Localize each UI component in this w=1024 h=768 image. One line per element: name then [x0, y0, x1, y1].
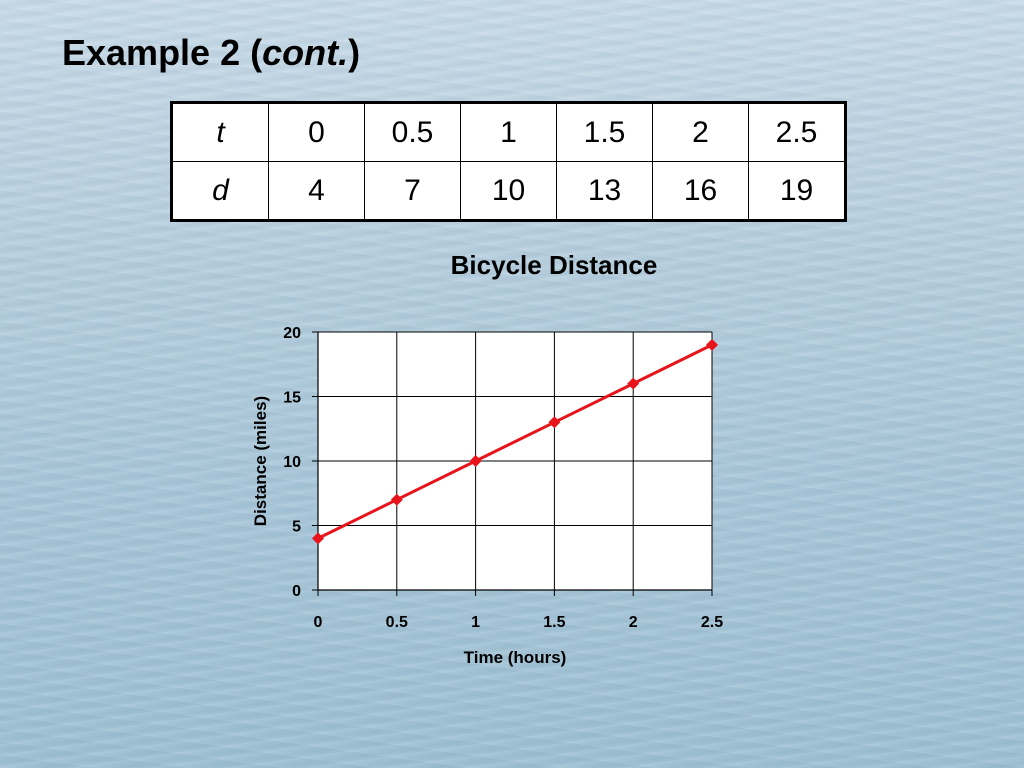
title-suffix: ) — [348, 32, 361, 73]
title-prefix: Example 2 ( — [62, 32, 263, 73]
plot-area: 0 0.5 1 1.5 2 2.5 0 5 10 15 20 — [283, 325, 723, 631]
data-point-marker — [312, 532, 324, 545]
y-tick-label: 10 — [283, 454, 301, 471]
series-line — [317, 343, 713, 540]
table-cell: 0 — [268, 102, 365, 162]
data-point-marker — [548, 416, 561, 429]
data-point-marker — [469, 455, 482, 467]
table-row-t: t 0 0.5 1 1.5 2 2.5 — [171, 102, 846, 162]
slide-title: Example 2 (cont.) — [62, 32, 360, 74]
chart-title: Bicycle Distance — [451, 250, 658, 280]
x-tick-label: 2.5 — [701, 614, 723, 631]
y-tick-label: 20 — [283, 325, 301, 342]
x-tick-label: 2 — [629, 614, 638, 631]
y-axis-label: Distance (miles) — [251, 396, 270, 526]
row-label-t: t — [171, 102, 269, 162]
table-cell: 4 — [268, 161, 365, 221]
table-cell: 1 — [460, 102, 557, 162]
data-point-marker — [627, 377, 640, 390]
data-table: t 0 0.5 1 1.5 2 2.5 d 4 7 10 13 16 19 — [170, 101, 847, 222]
x-tick-label: 0 — [314, 614, 323, 631]
table-cell: 7 — [364, 161, 461, 221]
table-cell: 16 — [652, 161, 749, 221]
x-tick-label: 1 — [471, 614, 480, 631]
data-point-marker — [390, 493, 403, 506]
table-cell: 13 — [556, 161, 653, 221]
data-point-marker — [706, 338, 718, 351]
title-emphasis: cont. — [262, 32, 349, 73]
x-tick-label: 0.5 — [386, 614, 408, 631]
table-cell: 2.5 — [748, 102, 846, 162]
table-row-d: d 4 7 10 13 16 19 — [171, 161, 846, 221]
table-cell: 19 — [748, 161, 846, 221]
y-tick-label: 15 — [283, 390, 301, 407]
x-axis-label: Time (hours) — [464, 648, 567, 667]
y-tick-label: 5 — [292, 519, 301, 536]
y-tick-label: 0 — [292, 583, 301, 600]
x-tick-label: 1.5 — [543, 614, 565, 631]
table-cell: 10 — [460, 161, 557, 221]
table-cell: 0.5 — [364, 102, 461, 162]
table-cell: 1.5 — [556, 102, 653, 162]
